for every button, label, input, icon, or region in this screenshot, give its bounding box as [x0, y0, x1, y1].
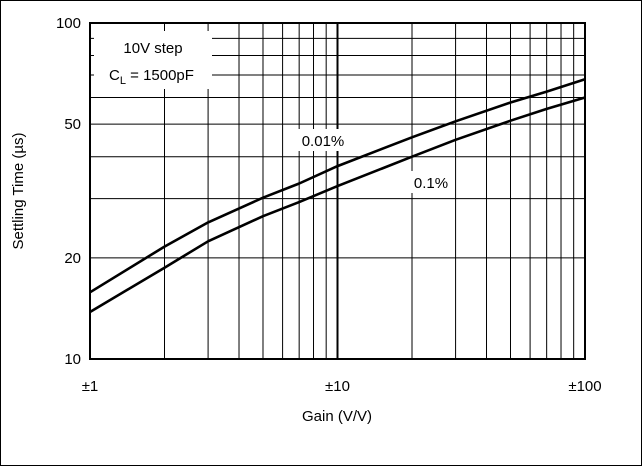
- x-tick-label: ±10: [325, 378, 350, 395]
- series-label-bg-2: [408, 171, 454, 193]
- y-tick-labels: 10 20 50 100: [56, 15, 81, 368]
- y-tick-label: 50: [64, 116, 81, 133]
- y-tick-label: 20: [64, 250, 81, 267]
- y-tick-label: 10: [64, 351, 81, 368]
- series-label-0.01pct: 0.01%: [302, 133, 345, 150]
- conditions-box: [94, 31, 212, 89]
- series-label-0.1pct: 0.1%: [414, 175, 448, 192]
- series-lines: [89, 78, 586, 314]
- x-tick-label: ±100: [568, 378, 601, 395]
- grid: [90, 23, 585, 359]
- x-axis-label: Gain (V/V): [302, 408, 372, 425]
- annotation-load-capacitance: CL = 1500pF: [109, 67, 194, 87]
- plot-area-border: [89, 22, 586, 360]
- x-tick-labels: ±1 ±10 ±100: [82, 378, 602, 395]
- y-tick-label: 100: [56, 15, 81, 32]
- series-label-bg-1: [294, 129, 352, 151]
- x-tick-label: ±1: [82, 378, 99, 395]
- y-axis-label: Settling Time (µs): [10, 132, 27, 249]
- annotation-step: 10V step: [123, 40, 182, 57]
- series-line-1: [89, 78, 586, 294]
- series-line-2: [89, 96, 586, 314]
